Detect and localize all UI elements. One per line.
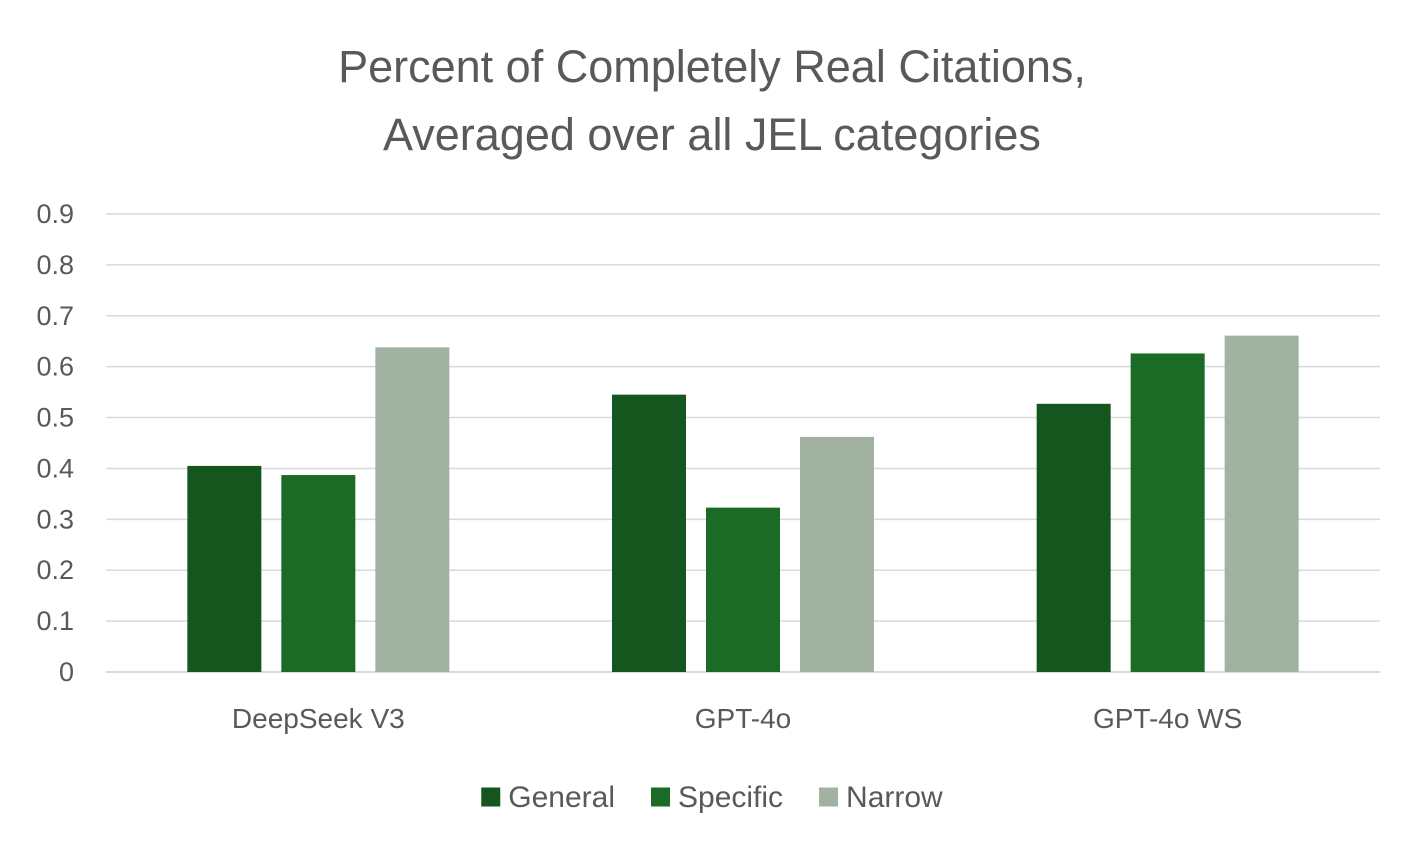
legend-swatch-narrow (819, 787, 839, 807)
legend-label-narrow: Narrow (846, 781, 943, 814)
bar-gpt-4o-ws-general (1036, 403, 1111, 672)
bar-gpt-4o-narrow (800, 436, 874, 672)
bar-gpt-4o-general (612, 394, 686, 672)
bar-gpt-4o-ws-narrow (1224, 335, 1299, 672)
y-tick-label: 0.5 (36, 403, 74, 433)
y-tick-label: 0.9 (36, 199, 74, 229)
y-tick-label: 0.7 (36, 301, 74, 331)
chart-title-line-2: Averaged over all JEL categories (383, 109, 1041, 160)
chart-title: Percent of Completely Real Citations, Ave… (338, 41, 1086, 160)
y-tick-label: 0.1 (36, 606, 74, 636)
legend-label-general: General (508, 781, 615, 814)
legend: General Specific Narrow (481, 781, 943, 814)
legend-swatch-general (481, 787, 501, 807)
y-tick-label: 0.6 (36, 352, 74, 382)
bars (187, 335, 1299, 672)
chart-title-line-1: Percent of Completely Real Citations, (338, 41, 1086, 92)
legend-label-specific: Specific (678, 781, 783, 814)
bar-deepseek-v3-specific (281, 475, 356, 672)
bar-deepseek-v3-narrow (375, 347, 450, 672)
bar-gpt-4o-specific (706, 507, 780, 672)
y-tick-label: 0.3 (36, 504, 74, 534)
x-axis-category-labels: DeepSeek V3 GPT-4o GPT-4o WS (232, 703, 1242, 734)
legend-swatch-specific (651, 787, 670, 807)
x-category-label: GPT-4o (695, 703, 791, 734)
x-category-label: DeepSeek V3 (232, 703, 405, 734)
y-tick-label: 0.8 (36, 250, 74, 280)
y-axis-tick-labels: 0 0.1 0.2 0.3 0.4 0.5 0.6 0.7 0.8 0.9 (36, 199, 74, 687)
y-tick-label: 0.2 (36, 555, 74, 585)
bar-gpt-4o-ws-specific (1130, 353, 1205, 672)
x-category-label: GPT-4o WS (1093, 703, 1242, 734)
y-tick-label: 0.4 (36, 453, 74, 483)
bar-deepseek-v3-general (187, 465, 262, 672)
y-tick-label: 0 (59, 657, 74, 687)
